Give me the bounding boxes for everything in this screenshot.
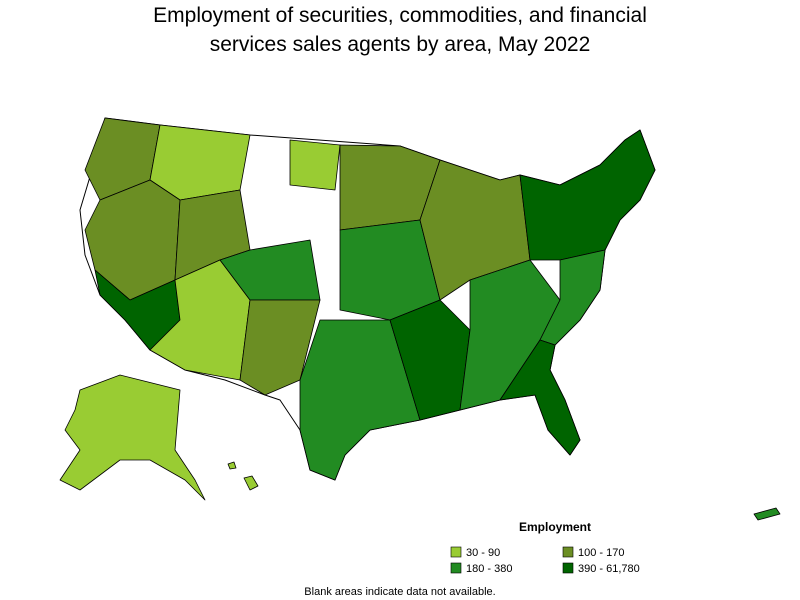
legend-label: 30 - 90 [466, 547, 500, 559]
hawaii [243, 475, 259, 491]
alaska [59, 374, 206, 501]
legend-label: 180 - 380 [466, 563, 512, 575]
hawaii [227, 461, 237, 470]
legend: Employment 30 - 90 100 - 170 180 - 380 390 … [450, 520, 640, 575]
area [149, 124, 251, 201]
area [499, 339, 581, 456]
legend-swatch [562, 546, 574, 558]
area [539, 249, 606, 346]
note: Blank areas indicate data not available. [304, 586, 495, 598]
legend-title: Employment [519, 520, 591, 534]
title-line: services sales agents by area, May 2022 [210, 33, 591, 56]
legend-swatch [450, 562, 462, 574]
legend-swatch [450, 546, 462, 558]
area [519, 129, 656, 261]
area [239, 299, 321, 396]
legend-label: 100 - 170 [578, 547, 624, 559]
area [289, 139, 341, 191]
legend-swatch [562, 562, 574, 574]
area [219, 239, 321, 301]
legend-label: 390 - 61,780 [578, 563, 640, 575]
map [59, 117, 781, 521]
puerto-rico [753, 507, 781, 521]
title-line: Employment of securities, commodities, a… [153, 4, 647, 27]
